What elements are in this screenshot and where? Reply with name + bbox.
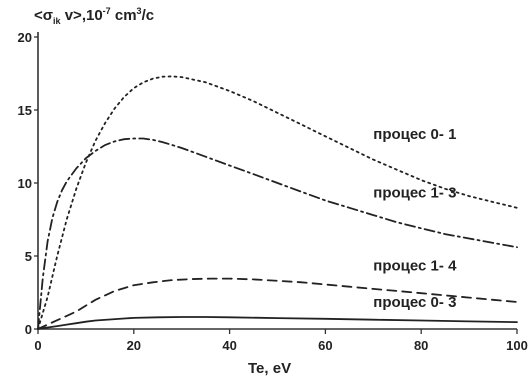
series-label-3: процес 1- 4 — [373, 258, 457, 275]
y-tick-label: 0 — [25, 322, 32, 337]
x-axis-label: Te, eV — [248, 360, 292, 377]
x-tick-label: 100 — [506, 338, 528, 353]
x-tick-label: 20 — [127, 338, 141, 353]
series-lines — [37, 75, 518, 330]
series-label-4: процес 0- 3 — [373, 294, 456, 311]
series-line-3 — [37, 277, 518, 330]
x-tick-label: 0 — [34, 338, 41, 353]
y-tick-label: 5 — [25, 249, 32, 264]
x-tick-label: 80 — [414, 338, 428, 353]
series-line-2 — [37, 137, 518, 330]
series-labels: процес 0- 1 процес 1- 3 процес 1- 4 процес … — [373, 126, 457, 311]
x-tick-label: 40 — [222, 338, 236, 353]
series-line-4 — [37, 316, 518, 330]
series-label-1: процес 0- 1 — [373, 126, 456, 143]
y-axis-label: <σik v>,10-7 cm3/c — [34, 6, 155, 26]
y-tick-label: 10 — [18, 176, 32, 191]
x-tick-label: 60 — [318, 338, 332, 353]
y-tick-label: 20 — [18, 30, 32, 45]
axes: 0 20 40 60 80 100 0 5 10 15 20 — [18, 30, 528, 353]
y-tick-label: 15 — [18, 103, 32, 118]
series-line-1 — [37, 75, 518, 330]
series-label-2: процес 1- 3 — [373, 185, 456, 202]
